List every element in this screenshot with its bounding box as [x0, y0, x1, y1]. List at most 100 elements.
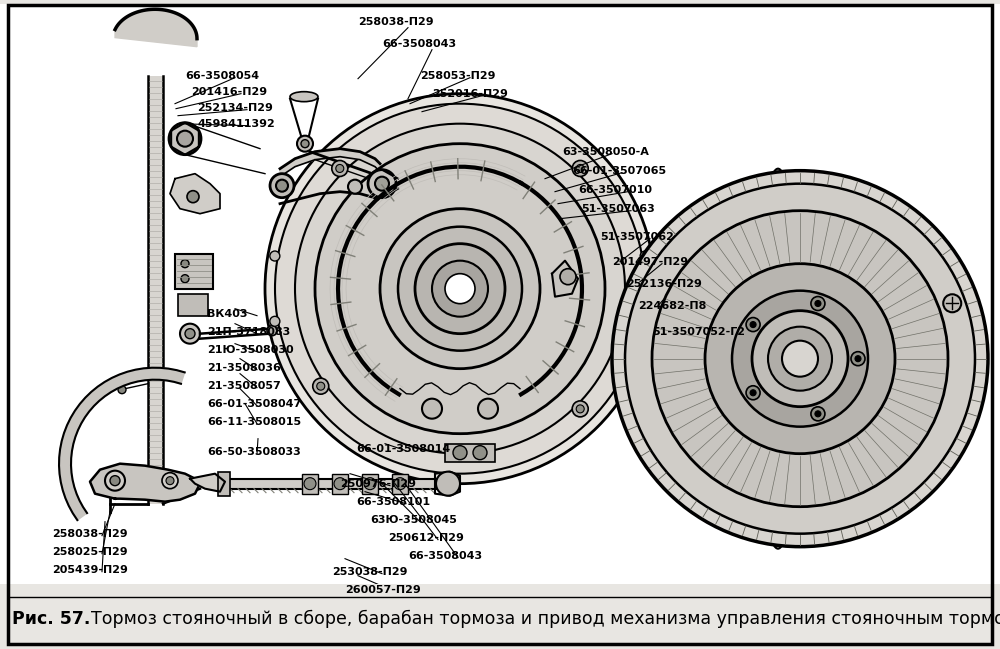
- Circle shape: [267, 326, 277, 336]
- Text: Рис. 57.: Рис. 57.: [12, 610, 90, 628]
- Text: 63-3508050-А: 63-3508050-А: [562, 147, 649, 156]
- Circle shape: [815, 300, 821, 306]
- Polygon shape: [552, 261, 578, 297]
- Text: 66-3508054: 66-3508054: [185, 71, 259, 80]
- Circle shape: [181, 260, 189, 267]
- Circle shape: [304, 478, 316, 490]
- Text: 260057-П29: 260057-П29: [345, 585, 421, 594]
- Circle shape: [270, 251, 280, 261]
- Text: 66-01-3508014: 66-01-3508014: [356, 444, 450, 454]
- Circle shape: [572, 160, 588, 177]
- Circle shape: [851, 352, 865, 365]
- Circle shape: [705, 263, 895, 454]
- Circle shape: [453, 446, 467, 459]
- Circle shape: [625, 184, 975, 533]
- Bar: [302, 474, 318, 494]
- Circle shape: [297, 136, 313, 152]
- Bar: [148, 76, 163, 504]
- Polygon shape: [115, 9, 197, 47]
- Circle shape: [380, 209, 540, 369]
- Circle shape: [265, 93, 655, 484]
- Circle shape: [768, 326, 832, 391]
- Bar: [178, 293, 208, 315]
- Circle shape: [364, 478, 376, 490]
- Circle shape: [445, 274, 475, 304]
- Ellipse shape: [290, 92, 318, 102]
- Circle shape: [752, 311, 848, 407]
- Text: 252136-П29: 252136-П29: [626, 278, 702, 289]
- Bar: [218, 472, 230, 496]
- Circle shape: [560, 269, 576, 285]
- Circle shape: [187, 191, 199, 202]
- Text: 258038-П29: 258038-П29: [358, 17, 434, 27]
- Text: 250612-П29: 250612-П29: [388, 533, 464, 543]
- Polygon shape: [190, 474, 225, 492]
- Circle shape: [301, 140, 309, 148]
- Circle shape: [368, 169, 396, 198]
- Polygon shape: [59, 368, 185, 520]
- Circle shape: [295, 124, 625, 454]
- Text: 51-3507063: 51-3507063: [581, 204, 655, 214]
- Ellipse shape: [756, 169, 800, 548]
- Text: www.avelsauto.ru: www.avelsauto.ru: [295, 259, 605, 288]
- Text: 51-3507052-Г2: 51-3507052-Г2: [652, 326, 745, 337]
- Text: 201497-П29: 201497-П29: [612, 256, 688, 267]
- Circle shape: [432, 261, 488, 317]
- Circle shape: [746, 317, 760, 332]
- Text: Тормоз стояночный в сборе, барабан тормоза и привод механизма управления стояноч: Тормоз стояночный в сборе, барабан тормо…: [80, 610, 1000, 628]
- Bar: [445, 444, 495, 461]
- Circle shape: [375, 177, 389, 191]
- Text: 66-50-3508033: 66-50-3508033: [207, 447, 301, 457]
- Circle shape: [276, 180, 288, 191]
- Circle shape: [270, 174, 294, 198]
- Text: 253038-П29: 253038-П29: [332, 567, 408, 577]
- Circle shape: [336, 164, 344, 173]
- Circle shape: [398, 227, 522, 350]
- Bar: [332, 474, 348, 494]
- Text: 252016-П29: 252016-П29: [432, 89, 508, 99]
- Circle shape: [746, 386, 760, 400]
- Text: 63Ю-3508045: 63Ю-3508045: [370, 515, 457, 524]
- Circle shape: [332, 160, 348, 177]
- Bar: [392, 474, 408, 494]
- Text: 21Ю-3508030: 21Ю-3508030: [207, 345, 294, 354]
- Text: 258053-П29: 258053-П29: [420, 71, 496, 80]
- Text: 258025-П29: 258025-П29: [52, 546, 128, 557]
- Circle shape: [705, 263, 895, 454]
- Circle shape: [166, 476, 174, 485]
- Text: 224682-П8: 224682-П8: [638, 300, 706, 311]
- Bar: [220, 479, 440, 489]
- Circle shape: [943, 294, 961, 312]
- Text: 21-3508057: 21-3508057: [207, 381, 281, 391]
- Bar: [362, 474, 378, 494]
- Text: 66-3508043: 66-3508043: [382, 39, 456, 49]
- Text: 21-3508036: 21-3508036: [207, 363, 281, 373]
- Circle shape: [105, 471, 125, 491]
- Text: 8-917-8-320: 8-917-8-320: [407, 297, 653, 331]
- Circle shape: [855, 356, 861, 361]
- Circle shape: [394, 478, 406, 490]
- Circle shape: [110, 476, 120, 485]
- Text: 51-3507062: 51-3507062: [600, 232, 674, 241]
- Text: ВК403: ВК403: [207, 309, 248, 319]
- Polygon shape: [280, 149, 380, 177]
- Circle shape: [640, 316, 650, 326]
- Circle shape: [811, 297, 825, 310]
- Polygon shape: [170, 174, 220, 214]
- Circle shape: [436, 472, 460, 496]
- Text: 252134-П29: 252134-П29: [197, 103, 273, 113]
- Circle shape: [473, 446, 487, 459]
- Circle shape: [612, 171, 988, 546]
- Circle shape: [177, 130, 193, 147]
- Circle shape: [732, 291, 868, 426]
- Circle shape: [750, 390, 756, 396]
- Circle shape: [415, 243, 505, 334]
- Circle shape: [811, 407, 825, 421]
- Circle shape: [317, 382, 325, 390]
- Text: 66-3508101: 66-3508101: [356, 496, 430, 507]
- Polygon shape: [90, 463, 200, 502]
- Text: 21П-3718083: 21П-3718083: [207, 326, 290, 337]
- Text: 66-11-3508015: 66-11-3508015: [207, 417, 301, 426]
- Circle shape: [315, 143, 605, 434]
- Text: 201416-П29: 201416-П29: [191, 87, 267, 97]
